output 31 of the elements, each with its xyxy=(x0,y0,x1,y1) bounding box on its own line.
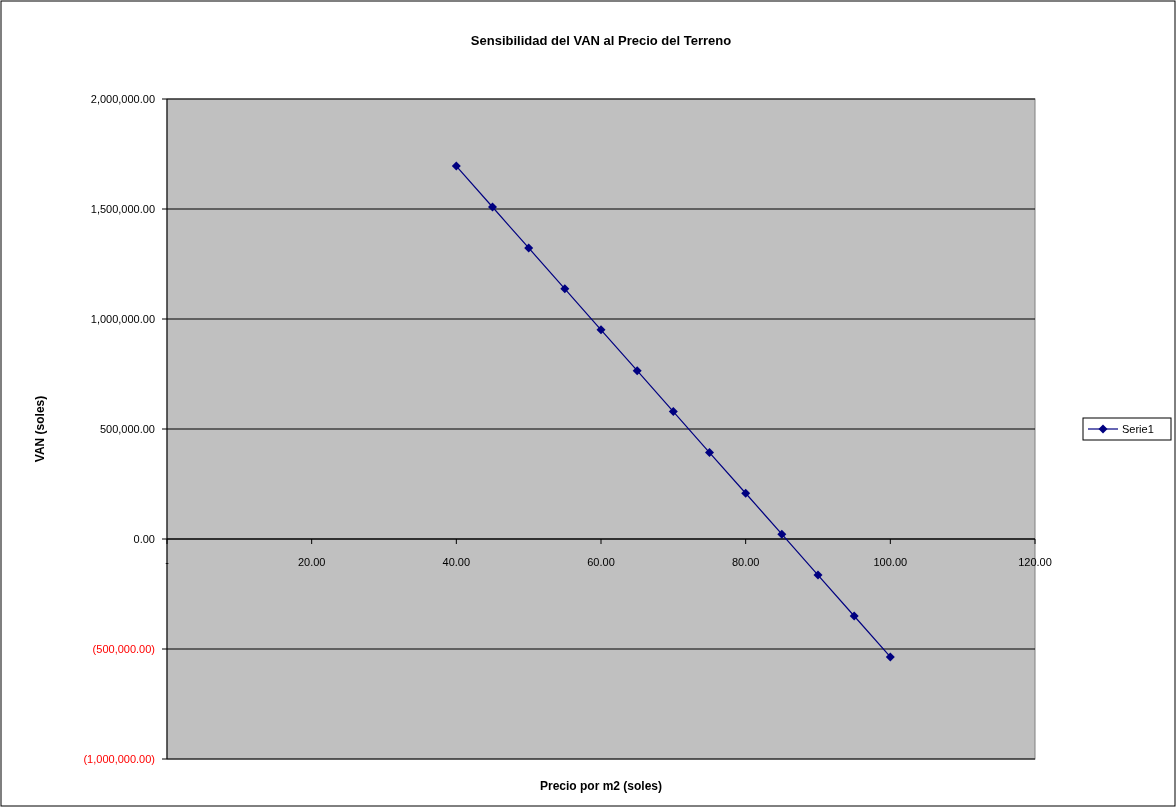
y-tick-label: (500,000.00) xyxy=(92,643,155,655)
point xyxy=(885,652,895,662)
point xyxy=(705,448,714,458)
x-axis-title: Precio por m2 (soles) xyxy=(539,779,663,793)
x-tick-label: - xyxy=(165,556,170,568)
x-tick-label: 80.00 xyxy=(731,556,760,568)
point xyxy=(451,161,461,171)
point xyxy=(741,488,751,498)
point xyxy=(849,611,859,621)
point xyxy=(524,243,534,253)
point xyxy=(777,529,787,539)
x-tick-label: 100.00 xyxy=(873,556,908,568)
point xyxy=(560,284,570,294)
legend-label: Serie1 xyxy=(1122,423,1154,435)
x-tick-label: 20.00 xyxy=(297,556,326,568)
y-tick-label: (1,000,000.00) xyxy=(83,753,155,765)
y-tick-label: 2,000,000.00 xyxy=(90,93,155,105)
point xyxy=(813,570,823,580)
chart-title: Sensibilidad del VAN al Precio del Terreno xyxy=(470,33,732,48)
point xyxy=(668,407,678,417)
y-tick-label: 1,000,000.00 xyxy=(90,313,155,325)
x-tick-label: 60.00 xyxy=(587,556,615,568)
x-tick-label: 120.00 xyxy=(1018,556,1052,568)
y-tick-label: 1,500,000.00 xyxy=(90,203,155,215)
y-tick-label: 0.00 xyxy=(133,533,155,545)
y-axis-title: VAN (soles) xyxy=(33,395,47,463)
point xyxy=(488,202,497,212)
y-tick-label: 500,000.00 xyxy=(99,423,155,435)
point xyxy=(596,325,606,335)
x-tick-label: 40.00 xyxy=(442,556,471,568)
point xyxy=(632,366,642,376)
